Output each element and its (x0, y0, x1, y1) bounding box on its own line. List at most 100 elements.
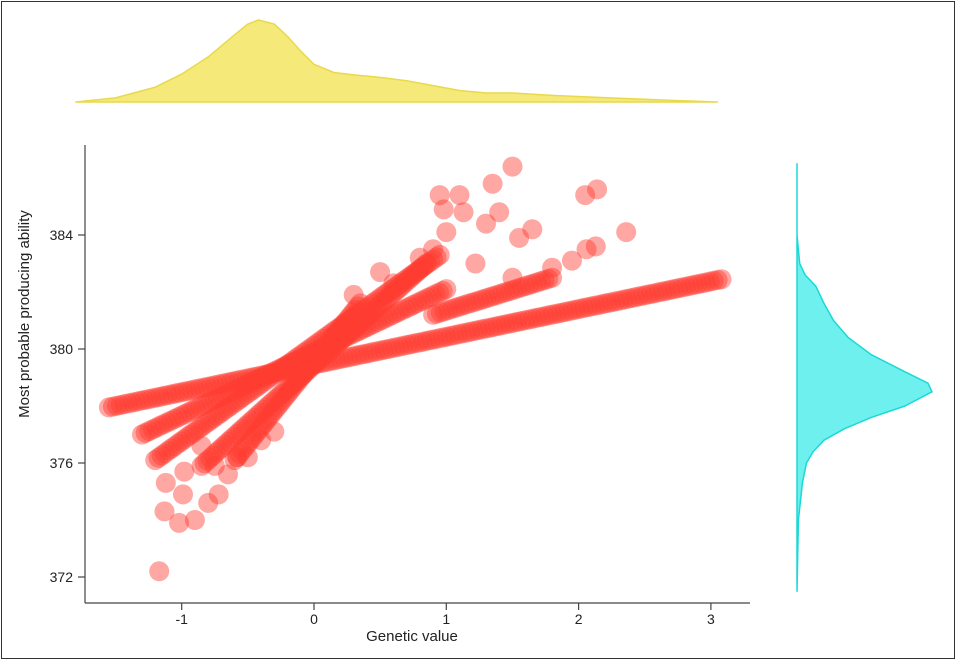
data-point (303, 354, 324, 375)
data-point (311, 353, 331, 373)
data-point (385, 303, 406, 324)
data-point (286, 370, 307, 391)
data-point (229, 389, 250, 410)
data-point (327, 331, 348, 352)
data-point (487, 316, 508, 336)
data-point (593, 293, 614, 314)
data-point (438, 300, 459, 320)
data-point (342, 320, 363, 341)
data-point (542, 267, 563, 288)
data-point (198, 492, 219, 513)
data-point (407, 261, 428, 282)
data-point (213, 401, 234, 422)
data-point (336, 325, 357, 346)
data-point (208, 484, 229, 505)
data-point (472, 319, 492, 340)
scatter-points (98, 156, 732, 582)
data-point (644, 283, 665, 304)
data-point (206, 442, 227, 463)
data-point (345, 299, 366, 320)
data-point (218, 431, 239, 452)
data-point (298, 360, 319, 380)
data-point (208, 388, 229, 409)
data-point (293, 342, 314, 363)
data-point (511, 311, 532, 332)
data-point (201, 376, 221, 397)
data-point (292, 365, 313, 386)
data-point (267, 362, 288, 383)
data-point (259, 394, 280, 415)
data-point (581, 296, 602, 317)
data-point (428, 328, 449, 349)
y-tick-label: 376 (50, 455, 74, 471)
data-point (413, 256, 434, 277)
data-point (369, 296, 390, 317)
data-point (350, 344, 371, 365)
data-point (157, 385, 178, 406)
data-point (400, 296, 421, 317)
data-point (515, 310, 536, 331)
data-point (186, 398, 207, 419)
data-point (542, 304, 563, 325)
data-point (309, 339, 330, 360)
data-point (703, 270, 724, 291)
data-point (334, 348, 355, 369)
data-point (161, 384, 182, 405)
data-point (389, 301, 410, 322)
data-point (585, 295, 606, 316)
data-point (410, 258, 431, 279)
data-point (154, 443, 175, 464)
right-density-area (796, 163, 933, 593)
data-point (542, 257, 563, 278)
data-point (363, 313, 384, 334)
data-point (354, 309, 375, 330)
data-point (180, 424, 201, 445)
data-point (503, 279, 524, 300)
data-point (295, 356, 316, 377)
data-point (174, 461, 195, 482)
data-point (566, 299, 587, 320)
data-point (519, 274, 540, 295)
data-point (197, 412, 217, 433)
data-point (523, 308, 543, 329)
data-point (304, 354, 324, 375)
data-point (609, 290, 630, 311)
data-point (247, 421, 268, 442)
data-point (268, 361, 289, 382)
data-point (691, 273, 712, 294)
data-point (237, 434, 258, 455)
data-point (264, 363, 285, 384)
data-point (414, 289, 435, 310)
data-point (456, 322, 477, 343)
data-point (182, 400, 203, 421)
axes: -1 0 1 2 3 372 376 380 384 (50, 145, 750, 627)
data-point (316, 336, 337, 357)
data-point (347, 296, 368, 317)
data-point (300, 356, 320, 377)
data-point (488, 284, 509, 305)
data-point (235, 384, 256, 405)
data-point (244, 425, 265, 446)
data-point (699, 271, 720, 292)
data-point (245, 377, 266, 398)
data-point (345, 317, 366, 338)
data-point (161, 410, 181, 431)
data-point (384, 277, 405, 298)
data-point (515, 276, 536, 297)
data-point (279, 381, 300, 402)
data-point (234, 437, 255, 458)
data-point (148, 447, 169, 468)
data-point (219, 396, 240, 417)
data-point (421, 286, 442, 307)
data-point (648, 282, 669, 303)
data-point (261, 366, 282, 387)
data-point (358, 296, 379, 317)
data-point (503, 312, 524, 333)
data-point (167, 433, 188, 454)
data-point (449, 185, 470, 206)
data-point (355, 298, 376, 319)
data-point (492, 283, 513, 304)
data-point (135, 422, 156, 443)
y-axis-label: Most probable producing ability (16, 210, 33, 418)
data-point (436, 222, 457, 243)
